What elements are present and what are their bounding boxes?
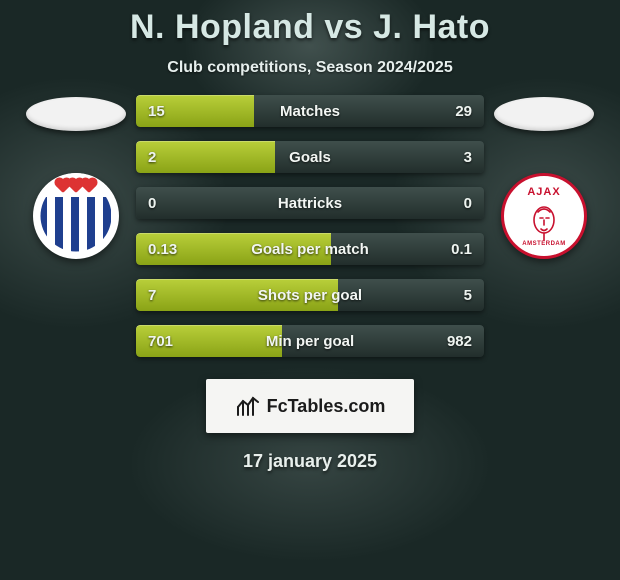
stat-value-right: 3	[452, 141, 484, 173]
right-player-column: AJAX AMSTE	[484, 93, 604, 259]
stat-row: 00Hattricks	[136, 187, 484, 219]
stat-row: 701982Min per goal	[136, 325, 484, 357]
stat-value-left: 701	[136, 325, 185, 357]
comparison-row: 1529Matches23Goals00Hattricks0.130.1Goal…	[0, 93, 620, 357]
ajax-crest-icon: AJAX AMSTE	[501, 173, 587, 259]
fctables-logo-icon	[235, 393, 261, 419]
left-player-column	[16, 93, 136, 259]
left-flag-placeholder	[26, 97, 126, 131]
stat-value-left: 0	[136, 187, 168, 219]
stat-value-left: 15	[136, 95, 177, 127]
brand-watermark: FcTables.com	[206, 379, 414, 433]
stat-value-right: 0.1	[439, 233, 484, 265]
stat-value-right: 5	[452, 279, 484, 311]
stat-row: 75Shots per goal	[136, 279, 484, 311]
stat-row: 1529Matches	[136, 95, 484, 127]
page-subtitle: Club competitions, Season 2024/2025	[167, 59, 452, 77]
stat-value-right: 0	[452, 187, 484, 219]
stat-value-right: 29	[443, 95, 484, 127]
stat-value-left: 7	[136, 279, 168, 311]
right-flag-placeholder	[494, 97, 594, 131]
stat-row: 0.130.1Goals per match	[136, 233, 484, 265]
page-title: N. Hopland vs J. Hato	[130, 8, 490, 47]
stat-value-right: 982	[435, 325, 484, 357]
heerenveen-crest-icon	[33, 173, 119, 259]
stats-column: 1529Matches23Goals00Hattricks0.130.1Goal…	[136, 95, 484, 357]
stat-value-left: 0.13	[136, 233, 189, 265]
stat-value-left: 2	[136, 141, 168, 173]
stat-row: 23Goals	[136, 141, 484, 173]
snapshot-date: 17 january 2025	[243, 451, 377, 472]
brand-text: FcTables.com	[267, 396, 386, 417]
